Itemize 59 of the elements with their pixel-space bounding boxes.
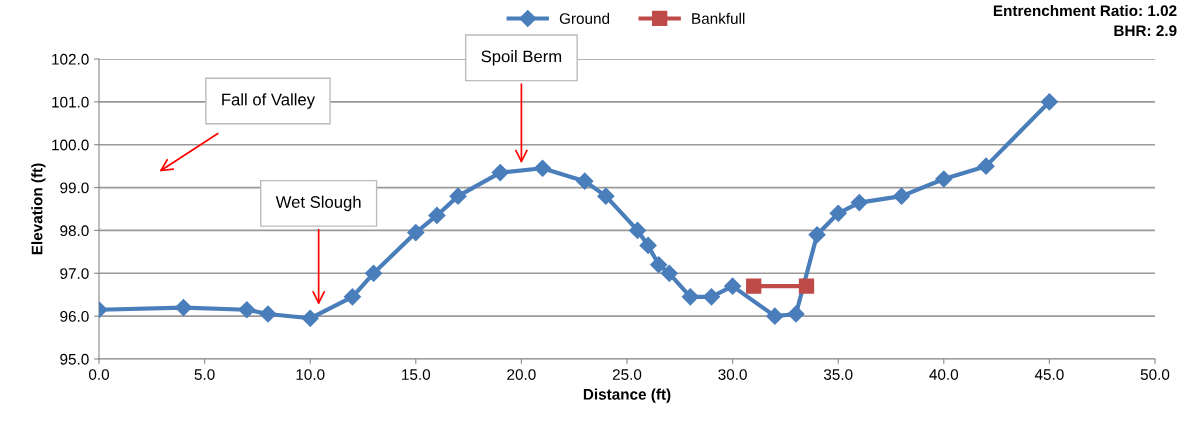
point (681, 288, 699, 306)
point (449, 187, 467, 205)
point (660, 264, 678, 282)
x-tick-label: 30.0 (718, 369, 747, 380)
point (977, 157, 995, 175)
legend-label: Bankfull (692, 12, 745, 24)
x-tick-label: 0.0 (88, 369, 110, 380)
point (850, 194, 868, 212)
annotation: Fall of Valley (222, 93, 316, 109)
point (808, 226, 826, 244)
y-tick-label: 101.0 (52, 96, 89, 108)
x-tick-label: 25.0 (612, 369, 642, 380)
point (935, 170, 953, 188)
text: Entrenchment Ratio: 1.02 (993, 4, 1177, 17)
point (893, 187, 911, 205)
x-axis-title: Distance (ft) (583, 388, 671, 403)
point (491, 164, 509, 182)
point (1040, 93, 1058, 111)
point (629, 221, 647, 239)
point (746, 278, 762, 294)
y-tick-label: 100.0 (52, 139, 89, 151)
point (365, 264, 383, 282)
point (407, 224, 425, 242)
y-axis-title: Elevation (ft) (31, 163, 46, 255)
point (829, 204, 847, 222)
x-tick-label: 15.0 (402, 369, 431, 380)
y-tick-label: 98.0 (60, 225, 89, 237)
point (343, 288, 361, 306)
point (650, 256, 668, 274)
y-tick-label: 97.0 (60, 268, 89, 279)
point (597, 187, 615, 205)
point (702, 288, 721, 306)
x-tick-label: 10.0 (296, 369, 325, 380)
point (639, 236, 657, 254)
annotation: Spoil Berm (481, 50, 562, 66)
x-tick-label: 50.0 (1140, 369, 1170, 380)
y-tick-label: 99.0 (60, 182, 89, 194)
x-tick-label: 20.0 (507, 369, 536, 380)
point (724, 277, 742, 295)
point (576, 172, 594, 190)
x-tick-label: 5.0 (194, 369, 215, 380)
x-tick-label: 40.0 (929, 369, 959, 380)
point (259, 305, 277, 323)
point (787, 305, 805, 323)
y-tick-label: 96.0 (60, 311, 89, 322)
y-tick-label: 102.0 (52, 53, 89, 65)
y-tick-label: 95.0 (60, 353, 89, 365)
point (301, 309, 319, 327)
point (798, 278, 815, 294)
x-tick-label: 45.0 (1034, 369, 1064, 380)
text: BHR: 2.9 (1114, 25, 1177, 37)
point (766, 307, 784, 325)
point (533, 159, 552, 177)
point (428, 206, 446, 224)
point (174, 299, 193, 317)
x-tick-label: 35.0 (823, 369, 853, 380)
legend-label: Ground (559, 12, 610, 24)
annotation: Wet Slough (275, 195, 361, 212)
point (238, 301, 256, 319)
